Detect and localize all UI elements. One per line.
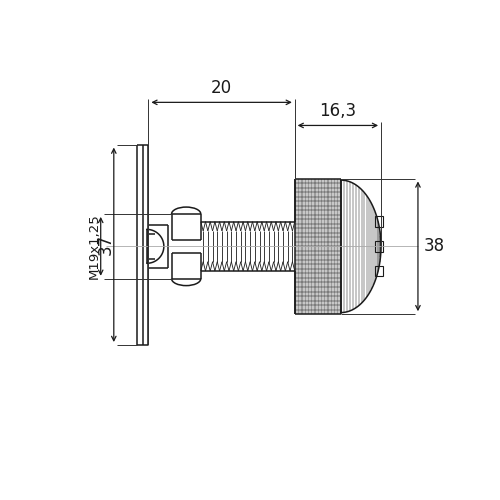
Text: M19x1,25: M19x1,25 bbox=[88, 214, 101, 279]
Bar bbox=[375, 266, 382, 276]
Text: 37: 37 bbox=[97, 234, 115, 256]
Bar bbox=[375, 241, 382, 252]
Text: 38: 38 bbox=[424, 238, 445, 256]
Text: 20: 20 bbox=[211, 79, 232, 97]
Text: 16,3: 16,3 bbox=[320, 102, 356, 120]
Bar bbox=[375, 216, 382, 227]
